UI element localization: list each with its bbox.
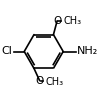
Text: CH₃: CH₃ bbox=[46, 77, 64, 87]
Text: CH₃: CH₃ bbox=[63, 16, 81, 26]
Text: O: O bbox=[35, 76, 44, 86]
Text: NH₂: NH₂ bbox=[77, 46, 98, 57]
Text: Cl: Cl bbox=[1, 46, 12, 57]
Text: O: O bbox=[53, 16, 61, 26]
